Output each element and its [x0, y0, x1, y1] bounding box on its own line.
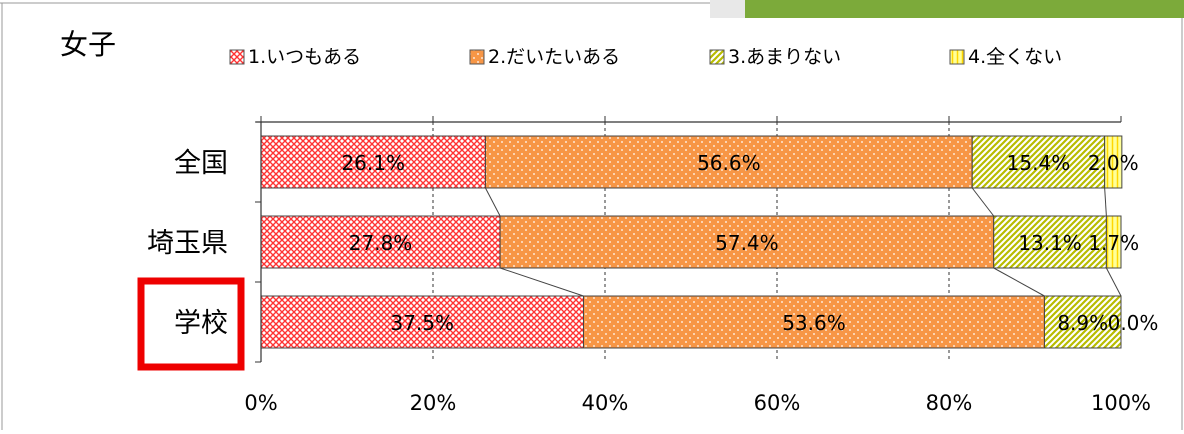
category-label-1: 全国 [174, 148, 228, 179]
highlight-box [137, 277, 245, 371]
connector-2-1 [499, 267, 584, 297]
bar-item-series-1 [260, 215, 501, 269]
x-tick-labels: 0% 20% 40% 60% 80% 100% [244, 391, 1151, 415]
connector-1-1 [485, 187, 501, 217]
bar-item-series-4 [1105, 215, 1122, 269]
data-label-item-series-4: 0.0% [1108, 311, 1159, 335]
legend: 1.いつもある 2.だいたいある 3.あまりない 4.全くない [229, 46, 1062, 68]
series-connectors [485, 187, 1122, 297]
data-label-item-series-3: 15.4% [1007, 151, 1071, 175]
data-label-item-series-2: 53.6% [782, 311, 846, 335]
legend-swatch-1 [229, 49, 245, 65]
data-label-item-series-1: 37.5% [390, 311, 454, 335]
category-label-2: 埼玉県 [147, 228, 228, 259]
data-label-item-series-2: 56.6% [697, 151, 761, 175]
legend-item-4: 4.全くない [949, 46, 1062, 68]
legend-item-2: 2.だいたいある [469, 46, 620, 68]
data-label-item-series-1: 27.8% [349, 231, 413, 255]
decorative-tab-edge [710, 0, 745, 18]
legend-label-3: 3.あまりない [728, 46, 841, 68]
bar-item-series-2 [484, 135, 973, 189]
legend-swatch-3 [709, 49, 725, 65]
chart-title: 女子 [60, 28, 116, 61]
legend-label-2: 2.だいたいある [488, 46, 620, 68]
legend-swatch-4 [949, 49, 965, 65]
bar-item-series-4 [1104, 135, 1123, 189]
bars: 26.1% 56.6% 15.4% 2.0% 27.8% 57.4% 13.1% 1.7% 37… [260, 135, 1159, 349]
legend-item-1: 1.いつもある [229, 46, 361, 68]
data-label-item-series-4: 1.7% [1088, 231, 1139, 255]
data-label-item-series-4: 2.0% [1088, 151, 1139, 175]
x-tick-label-3: 40% [582, 391, 629, 415]
data-label-item-series-1: 26.1% [341, 151, 405, 175]
legend-label-1: 1.いつもある [248, 46, 361, 68]
bar-item-series-2 [499, 215, 995, 269]
bar-item-series-3 [1043, 295, 1122, 349]
x-tick-label-5: 80% [926, 391, 973, 415]
category-label-3: 学校 [174, 308, 228, 339]
connector-2-2 [993, 267, 1045, 297]
bar-item-series-2 [583, 295, 1045, 349]
legend-swatch-2 [469, 49, 485, 65]
x-tick-label-1: 0% [244, 391, 277, 415]
legend-item-3: 3.あまりない [709, 46, 841, 68]
connector-2-3 [1105, 267, 1122, 297]
x-tick-label-6: 100% [1091, 391, 1151, 415]
axes [255, 116, 1122, 363]
bar-item-series-3 [971, 135, 1106, 189]
highlight-group [137, 277, 245, 371]
x-tick-label-4: 60% [754, 391, 801, 415]
decorative-green-tab [745, 0, 1184, 18]
x-tick-label-2: 20% [410, 391, 457, 415]
bar-item-series-3 [993, 215, 1107, 269]
bar-item-series-1 [260, 135, 486, 189]
data-label-item-series-2: 57.4% [715, 231, 779, 255]
data-label-item-series-3: 13.1% [1018, 231, 1082, 255]
legend-label-4: 4.全くない [968, 46, 1062, 68]
data-label-item-series-3: 8.9% [1057, 311, 1108, 335]
connector-1-3 [1104, 187, 1107, 217]
connector-1-2 [971, 187, 995, 217]
